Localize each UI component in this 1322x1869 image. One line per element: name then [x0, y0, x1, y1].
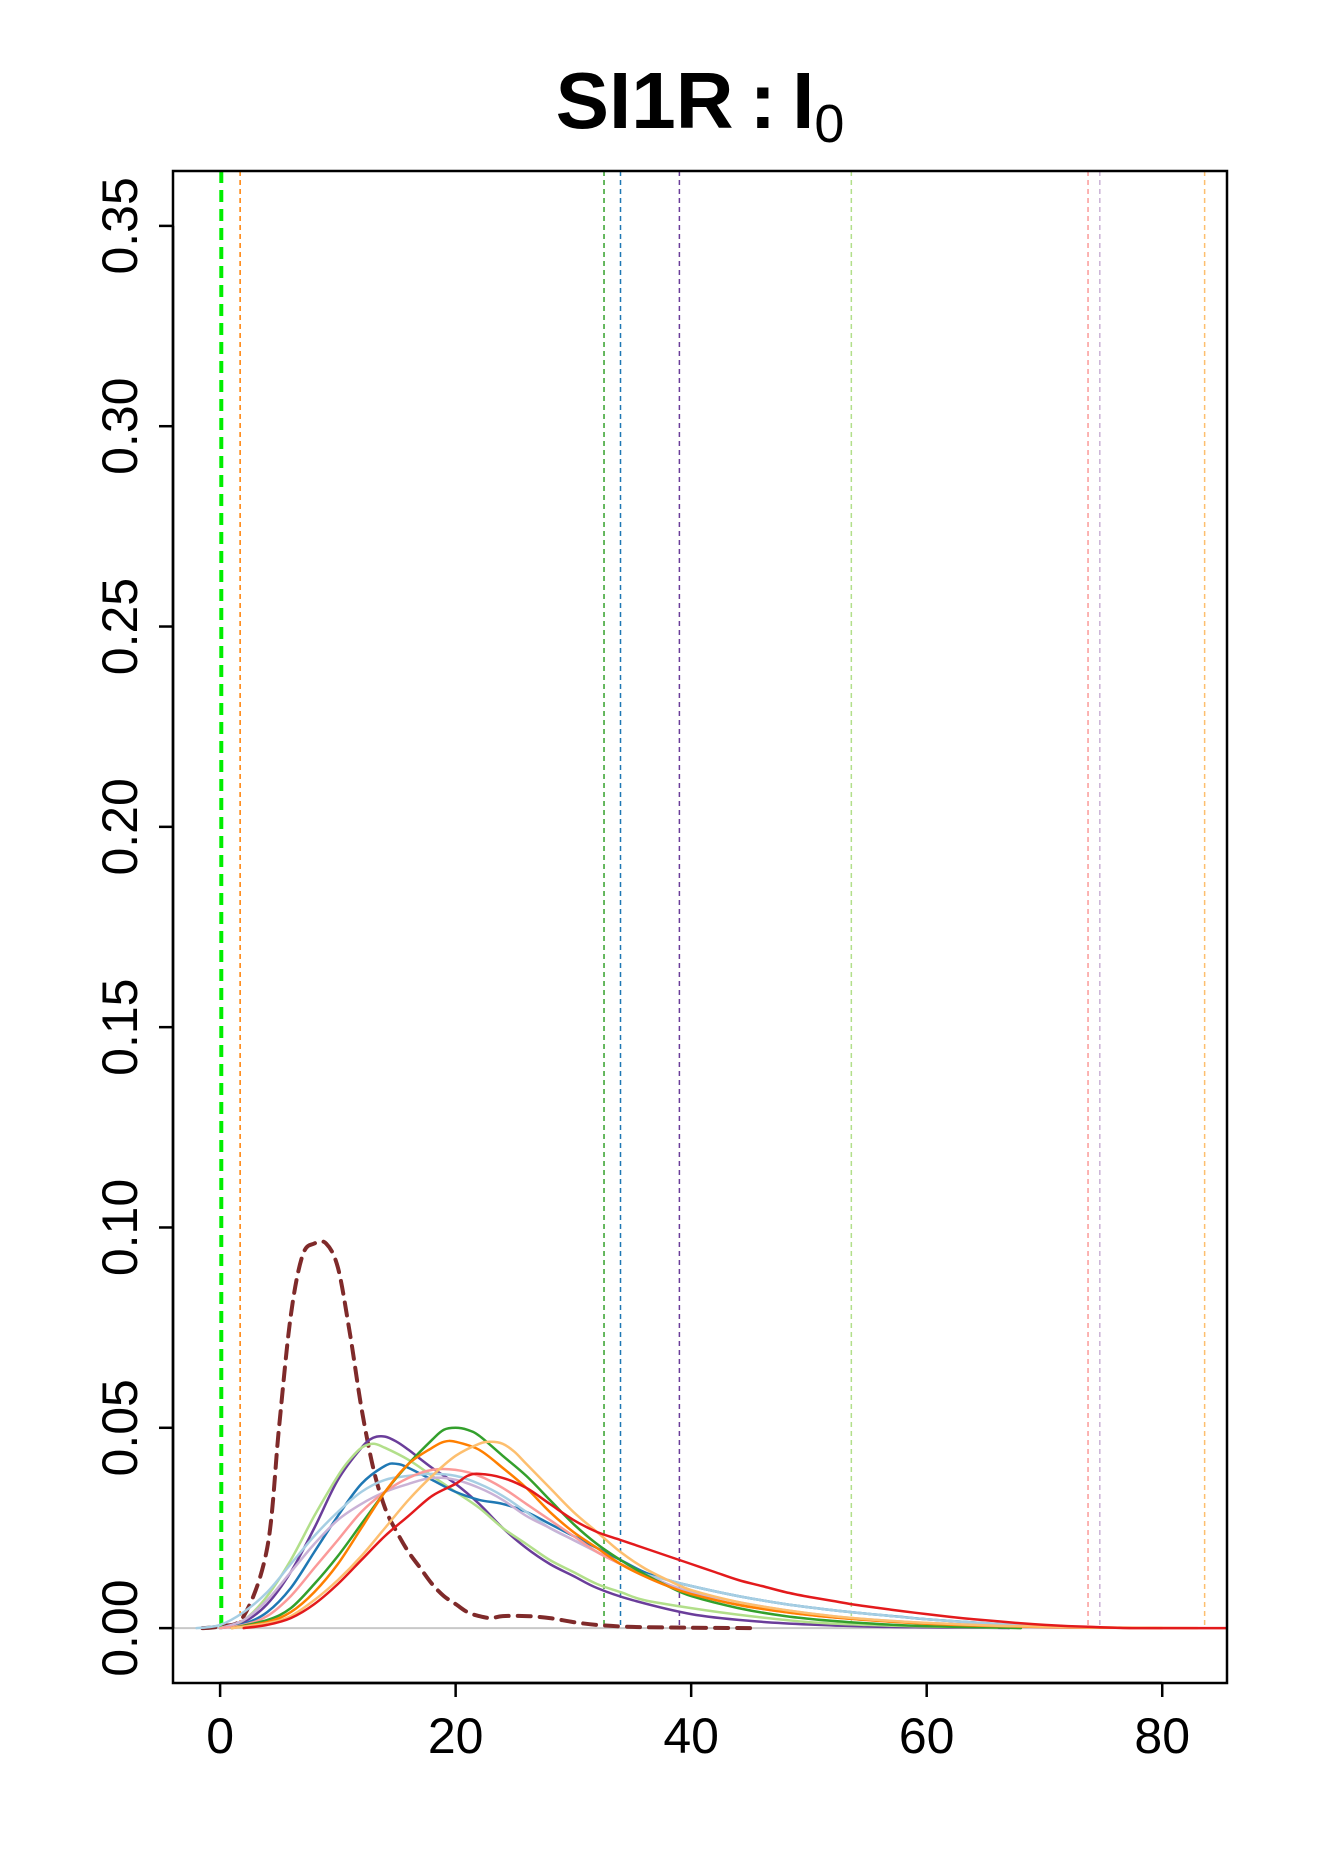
plot-frame [171, 169, 1229, 1685]
y-tick-label-1: 0.05 [92, 1379, 148, 1476]
series-line-10 [242, 1472, 1227, 1630]
series-line-7 [230, 1426, 1023, 1630]
y-tick-label-4: 0.20 [92, 778, 148, 875]
series-line-6 [218, 1467, 1093, 1630]
y-tick-label-7: 0.35 [92, 177, 148, 274]
axes: 0 20 40 60 80 0.00 0.05 0.10 0.15 0.20 0.25 0.30 0.3… [92, 177, 1190, 1764]
density-curves [173, 1239, 1227, 1631]
x-tick-label-4: 80 [1134, 1708, 1190, 1764]
chart-title: SI1R: I0 [556, 56, 845, 154]
x-tick-label-0: 0 [206, 1708, 234, 1764]
chart-title-subscript: 0 [814, 94, 844, 154]
chart-title-symbol: I [792, 56, 814, 145]
series-line-1 [218, 1434, 1011, 1630]
x-tick-label-3: 60 [899, 1708, 955, 1764]
vertical-reference-lines [219, 171, 1206, 1629]
y-tick-label-0: 0.00 [92, 1579, 148, 1676]
series-line-4 [195, 1472, 1105, 1630]
x-tick-label-1: 20 [428, 1708, 484, 1764]
series-line-0 [200, 1239, 753, 1631]
y-tick-label-6: 0.30 [92, 378, 148, 475]
series-line-9 [230, 1440, 1199, 1630]
series-line-8 [230, 1439, 1164, 1630]
y-tick-label-3: 0.15 [92, 978, 148, 1075]
y-tick-label-5: 0.25 [92, 578, 148, 675]
series-line-2 [218, 1442, 999, 1630]
chart-title-separator: : [749, 56, 776, 145]
chart-title-main: SI1R [556, 56, 734, 145]
x-tick-label-2: 40 [663, 1708, 719, 1764]
y-tick-label-2: 0.10 [92, 1179, 148, 1276]
